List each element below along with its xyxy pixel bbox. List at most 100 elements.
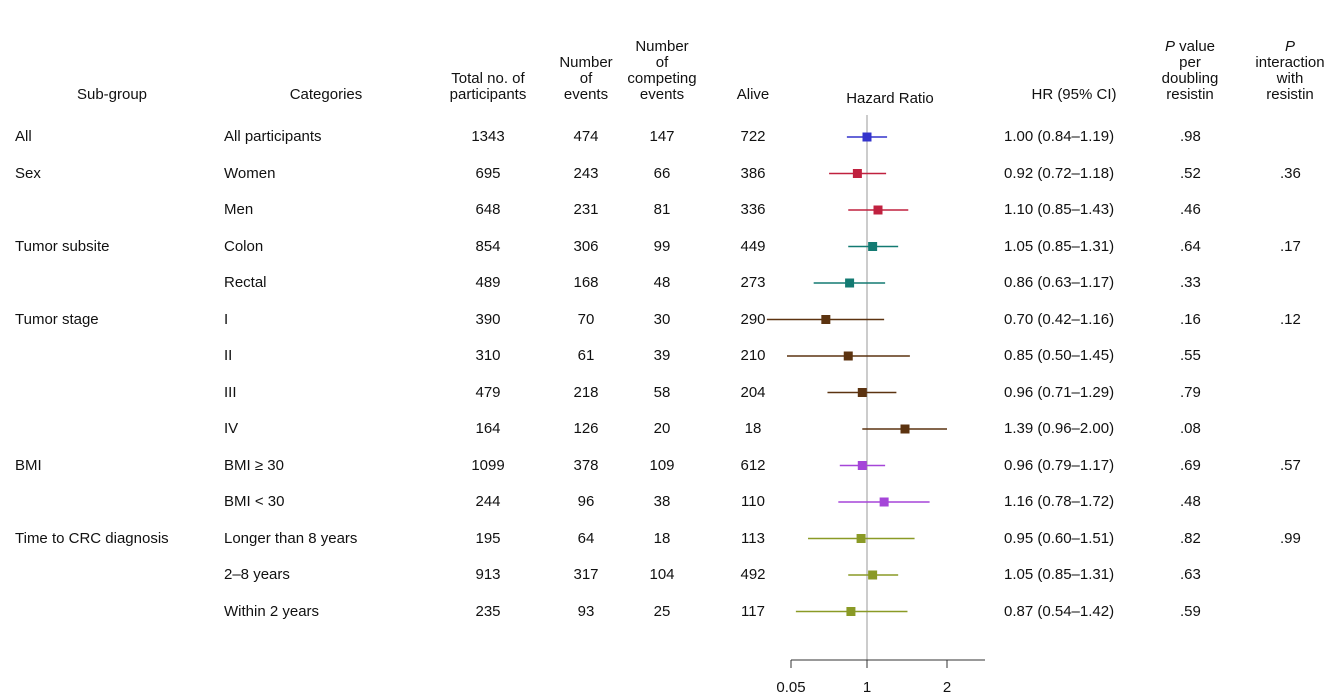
cell-alive: 386 bbox=[740, 164, 766, 182]
cell-events: 126 bbox=[573, 420, 599, 437]
header-line: resistin bbox=[1266, 86, 1314, 103]
cell-competing: 30 bbox=[653, 310, 671, 328]
cell-total: 489 bbox=[475, 274, 501, 291]
cell-alive: 113 bbox=[741, 529, 765, 547]
header-line: Categories bbox=[289, 86, 363, 103]
header-p-value-doubling: P value per doubling resistin bbox=[1135, 39, 1245, 103]
cell-subgroup: Tumor subsite bbox=[15, 237, 110, 255]
cell-total: 244 bbox=[475, 493, 501, 510]
header-total-participants: Total no. of participants bbox=[433, 71, 543, 103]
cell-alive: 204 bbox=[740, 383, 766, 401]
cell-subgroup: Tumor stage bbox=[15, 310, 99, 328]
cell-events: 93 bbox=[577, 602, 595, 620]
cell-competing: 109 bbox=[649, 456, 675, 474]
cell-subgroup: All bbox=[15, 128, 32, 145]
cell-category: Women bbox=[224, 164, 276, 182]
cell-p-doubling: .69 bbox=[1180, 456, 1201, 474]
cell-total: 913 bbox=[475, 566, 501, 583]
hr-point bbox=[856, 534, 866, 543]
cell-p-doubling: .16 bbox=[1180, 310, 1201, 328]
cell-total: 310 bbox=[475, 347, 501, 364]
cell-hr-ci: 1.39 (0.96–2.00) bbox=[1004, 420, 1115, 437]
hr-point bbox=[821, 315, 831, 324]
header-categories: Categories bbox=[271, 87, 381, 103]
cell-total: 648 bbox=[475, 201, 501, 218]
hr-point bbox=[857, 388, 867, 397]
cell-p-doubling: .79 bbox=[1180, 383, 1201, 401]
hr-point bbox=[845, 278, 855, 288]
cell-hr-ci: 0.95 (0.60–1.51) bbox=[1004, 529, 1115, 547]
cell-hr-ci: 0.92 (0.72–1.18) bbox=[1004, 164, 1115, 182]
cell-category: BMI ≥ 30 bbox=[224, 456, 284, 474]
hr-point bbox=[900, 424, 910, 434]
cell-events: 474 bbox=[573, 128, 599, 145]
cell-category: 2–8 years bbox=[224, 566, 290, 583]
hr-point bbox=[852, 169, 862, 178]
cell-total: 390 bbox=[475, 310, 501, 328]
header-line: with bbox=[1276, 70, 1304, 87]
cell-competing: 99 bbox=[653, 237, 671, 255]
header-line: of bbox=[579, 70, 593, 87]
hr-point bbox=[862, 132, 872, 142]
hr-point bbox=[843, 351, 853, 361]
cell-events: 70 bbox=[577, 310, 595, 328]
header-line: Sub-group bbox=[76, 86, 148, 103]
cell-category: I bbox=[224, 310, 229, 328]
cell-p-doubling: .08 bbox=[1180, 420, 1201, 437]
header-line: P value bbox=[1164, 38, 1216, 55]
cell-p-doubling: .55 bbox=[1180, 347, 1201, 364]
cell-competing: 104 bbox=[649, 566, 675, 583]
cell-category: All participants bbox=[224, 128, 322, 145]
cell-events: 96 bbox=[577, 493, 595, 510]
cell-category: IV bbox=[224, 420, 239, 437]
cell-total: 1099 bbox=[471, 456, 505, 474]
cell-hr-ci: 1.05 (0.85–1.31) bbox=[1004, 237, 1115, 255]
header-line: resistin bbox=[1166, 86, 1214, 103]
cell-events: 61 bbox=[577, 347, 595, 364]
x-tick-label: 1 bbox=[863, 679, 871, 695]
cell-category: Colon bbox=[224, 237, 264, 255]
cell-p-interaction: .99 bbox=[1280, 529, 1301, 547]
cell-category: BMI < 30 bbox=[224, 493, 285, 510]
header-subgroup: Sub-group bbox=[57, 87, 167, 103]
cell-category: III bbox=[224, 383, 237, 401]
cell-p-doubling: .59 bbox=[1180, 602, 1201, 620]
cell-p-interaction: .36 bbox=[1280, 164, 1301, 182]
cell-events: 168 bbox=[573, 274, 599, 291]
cell-events: 243 bbox=[573, 164, 599, 182]
header-line: Number bbox=[635, 38, 689, 55]
cell-events: 231 bbox=[573, 201, 599, 218]
header-line: doubling bbox=[1161, 70, 1219, 87]
cell-hr-ci: 1.00 (0.84–1.19) bbox=[1004, 128, 1115, 145]
cell-p-interaction: .57 bbox=[1280, 456, 1301, 474]
cell-total: 164 bbox=[475, 420, 501, 437]
cell-alive: 722 bbox=[740, 128, 766, 145]
cell-hr-ci: 0.96 (0.71–1.29) bbox=[1004, 383, 1115, 401]
header-line: interaction bbox=[1255, 54, 1325, 71]
x-tick-label: 2 bbox=[943, 679, 951, 695]
cell-total: 195 bbox=[475, 529, 501, 547]
cell-competing: 20 bbox=[653, 420, 671, 437]
cell-competing: 39 bbox=[653, 347, 671, 364]
cell-hr-ci: 1.05 (0.85–1.31) bbox=[1004, 566, 1115, 583]
cell-hr-ci: 0.96 (0.79–1.17) bbox=[1004, 456, 1115, 474]
header-competing-events: Number of competing events bbox=[607, 39, 717, 103]
cell-alive: 449 bbox=[740, 237, 766, 255]
cell-p-doubling: .98 bbox=[1180, 128, 1201, 145]
cell-competing: 18 bbox=[653, 529, 671, 547]
cell-alive: 210 bbox=[740, 347, 766, 364]
cell-events: 378 bbox=[573, 456, 599, 474]
hr-point bbox=[846, 607, 856, 616]
header-alive: Alive bbox=[698, 87, 808, 103]
cell-category: II bbox=[224, 347, 233, 364]
cell-competing: 81 bbox=[653, 201, 671, 218]
cell-competing: 147 bbox=[649, 128, 675, 145]
cell-total: 479 bbox=[475, 383, 501, 401]
header-line: HR (95% CI) bbox=[1031, 86, 1117, 103]
cell-category: Men bbox=[224, 201, 254, 218]
cell-total: 854 bbox=[475, 237, 501, 255]
cell-subgroup: Sex bbox=[15, 164, 41, 182]
hr-point bbox=[873, 205, 883, 215]
